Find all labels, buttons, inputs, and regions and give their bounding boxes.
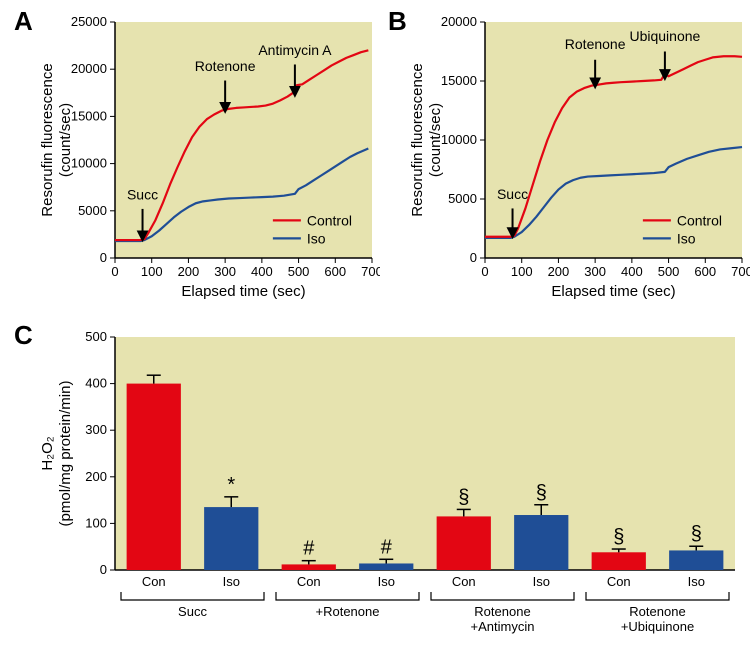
legend-item-control: Control xyxy=(677,212,722,228)
ytick-label: 5000 xyxy=(78,203,107,218)
significance-marker: § xyxy=(536,482,547,504)
bar-sublabel: Iso xyxy=(378,574,395,589)
annotation-label: Succ xyxy=(497,186,528,202)
xtick-label: 0 xyxy=(481,264,488,279)
y-axis-label: H₂O₂ xyxy=(40,436,56,470)
bar-sublabel: Iso xyxy=(533,574,550,589)
x-axis-label: Elapsed time (sec) xyxy=(551,283,675,300)
legend-item-control: Control xyxy=(307,212,352,228)
annotation-label: Succ xyxy=(127,186,158,202)
group-label: Rotenone xyxy=(629,604,685,619)
significance-marker: § xyxy=(458,486,469,508)
y-axis-label: Resorufin fluorescence xyxy=(40,63,56,216)
significance-marker: # xyxy=(381,536,393,558)
figure-root: A B C 0500010000150002000025000010020030… xyxy=(0,0,756,665)
bar-sublabel: Con xyxy=(452,574,476,589)
significance-marker: § xyxy=(691,523,702,545)
ytick-label: 0 xyxy=(100,562,107,577)
xtick-label: 100 xyxy=(511,264,533,279)
ytick-label: 10000 xyxy=(71,156,107,171)
xtick-label: 200 xyxy=(548,264,570,279)
bar-sublabel: Con xyxy=(297,574,321,589)
group-bracket xyxy=(586,592,729,600)
ytick-label: 20000 xyxy=(441,14,477,29)
xtick-label: 600 xyxy=(694,264,716,279)
xtick-label: 700 xyxy=(731,264,750,279)
y-axis-label-units: (pmol/mg protein/min) xyxy=(57,381,74,527)
ytick-label: 10000 xyxy=(441,132,477,147)
significance-marker: # xyxy=(303,538,315,560)
xtick-label: 300 xyxy=(214,264,236,279)
panel-label-a: A xyxy=(14,6,33,37)
bar-sublabel: Iso xyxy=(223,574,240,589)
xtick-label: 100 xyxy=(141,264,163,279)
ytick-label: 0 xyxy=(470,250,477,265)
bar xyxy=(282,564,336,570)
panel-label-c: C xyxy=(14,320,33,351)
bar xyxy=(514,515,568,570)
y-axis-label-units: (count/sec) xyxy=(57,103,74,177)
annotation-label: Rotenone xyxy=(565,36,626,52)
bar xyxy=(359,563,413,570)
panel-c: 0 100 200 300 400 500 H₂O₂(pmol/mg protein/min… xyxy=(40,325,745,660)
group-bracket xyxy=(431,592,574,600)
significance-marker: § xyxy=(613,526,624,548)
significance-marker: * xyxy=(227,474,235,496)
group-label: Succ xyxy=(178,604,207,619)
panel-label-b: B xyxy=(388,6,407,37)
xtick-label: 700 xyxy=(361,264,380,279)
ytick-label: 5000 xyxy=(448,191,477,206)
bar xyxy=(204,507,258,570)
group-bracket xyxy=(121,592,264,600)
ytick-label: 15000 xyxy=(441,73,477,88)
annotation-label: Rotenone xyxy=(195,58,256,74)
panel-a: 0 5000 10000 15000 20000 25000 0 100 200 300 400 50… xyxy=(40,10,380,310)
bar-sublabel: Iso xyxy=(688,574,705,589)
panel-b: 0 5000 10000 15000 20000 0 100 200 300 400 500 600 7… xyxy=(410,10,750,310)
y-axis-label: Resorufin fluorescence xyxy=(410,63,426,216)
ytick-label: 300 xyxy=(85,422,107,437)
xtick-label: 600 xyxy=(324,264,346,279)
ytick-label: 500 xyxy=(85,329,107,344)
xtick-label: 200 xyxy=(178,264,200,279)
annotation-label: Ubiquinone xyxy=(629,28,700,44)
bar-sublabel: Con xyxy=(142,574,166,589)
y-axis-label-units: (count/sec) xyxy=(427,103,444,177)
xtick-label: 400 xyxy=(251,264,273,279)
group-label: +Antimycin xyxy=(471,619,535,634)
group-label: Rotenone xyxy=(474,604,530,619)
xtick-label: 500 xyxy=(658,264,680,279)
group-label: +Rotenone xyxy=(316,604,380,619)
ytick-label: 100 xyxy=(85,515,107,530)
group-bracket xyxy=(276,592,419,600)
annotation-label: Antimycin A xyxy=(258,42,332,58)
xtick-label: 300 xyxy=(584,264,606,279)
xtick-label: 500 xyxy=(288,264,310,279)
bar xyxy=(437,516,491,570)
ytick-label: 0 xyxy=(100,250,107,265)
group-label: +Ubiquinone xyxy=(621,619,694,634)
xtick-label: 400 xyxy=(621,264,643,279)
ytick-label: 200 xyxy=(85,469,107,484)
bar xyxy=(592,552,646,570)
bar-sublabel: Con xyxy=(607,574,631,589)
legend-item-iso: Iso xyxy=(677,230,696,246)
ytick-label: 25000 xyxy=(71,14,107,29)
ytick-label: 15000 xyxy=(71,108,107,123)
ytick-label: 400 xyxy=(85,376,107,391)
ytick-label: 20000 xyxy=(71,61,107,76)
bar xyxy=(669,550,723,570)
legend-item-iso: Iso xyxy=(307,230,326,246)
x-axis-label: Elapsed time (sec) xyxy=(181,283,305,300)
xtick-label: 0 xyxy=(111,264,118,279)
bar xyxy=(127,384,181,570)
